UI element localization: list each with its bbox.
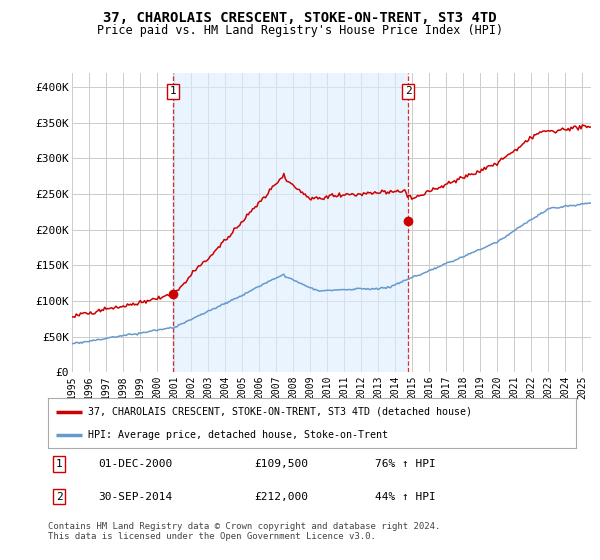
Text: 1: 1	[56, 459, 62, 469]
Text: 1: 1	[169, 86, 176, 96]
Text: 01-DEC-2000: 01-DEC-2000	[98, 459, 172, 469]
Text: HPI: Average price, detached house, Stoke-on-Trent: HPI: Average price, detached house, Stok…	[88, 431, 388, 440]
Text: Price paid vs. HM Land Registry's House Price Index (HPI): Price paid vs. HM Land Registry's House …	[97, 24, 503, 37]
Text: 76% ↑ HPI: 76% ↑ HPI	[376, 459, 436, 469]
Text: 37, CHAROLAIS CRESCENT, STOKE-ON-TRENT, ST3 4TD: 37, CHAROLAIS CRESCENT, STOKE-ON-TRENT, …	[103, 11, 497, 25]
Text: Contains HM Land Registry data © Crown copyright and database right 2024.
This d: Contains HM Land Registry data © Crown c…	[48, 522, 440, 542]
Bar	[173, 73, 408, 372]
Text: £109,500: £109,500	[254, 459, 308, 469]
Text: 2: 2	[404, 86, 412, 96]
Text: 37, CHAROLAIS CRESCENT, STOKE-ON-TRENT, ST3 4TD (detached house): 37, CHAROLAIS CRESCENT, STOKE-ON-TRENT, …	[88, 407, 472, 417]
Text: £212,000: £212,000	[254, 492, 308, 502]
Text: 30-SEP-2014: 30-SEP-2014	[98, 492, 172, 502]
Text: 2: 2	[56, 492, 62, 502]
Text: 44% ↑ HPI: 44% ↑ HPI	[376, 492, 436, 502]
